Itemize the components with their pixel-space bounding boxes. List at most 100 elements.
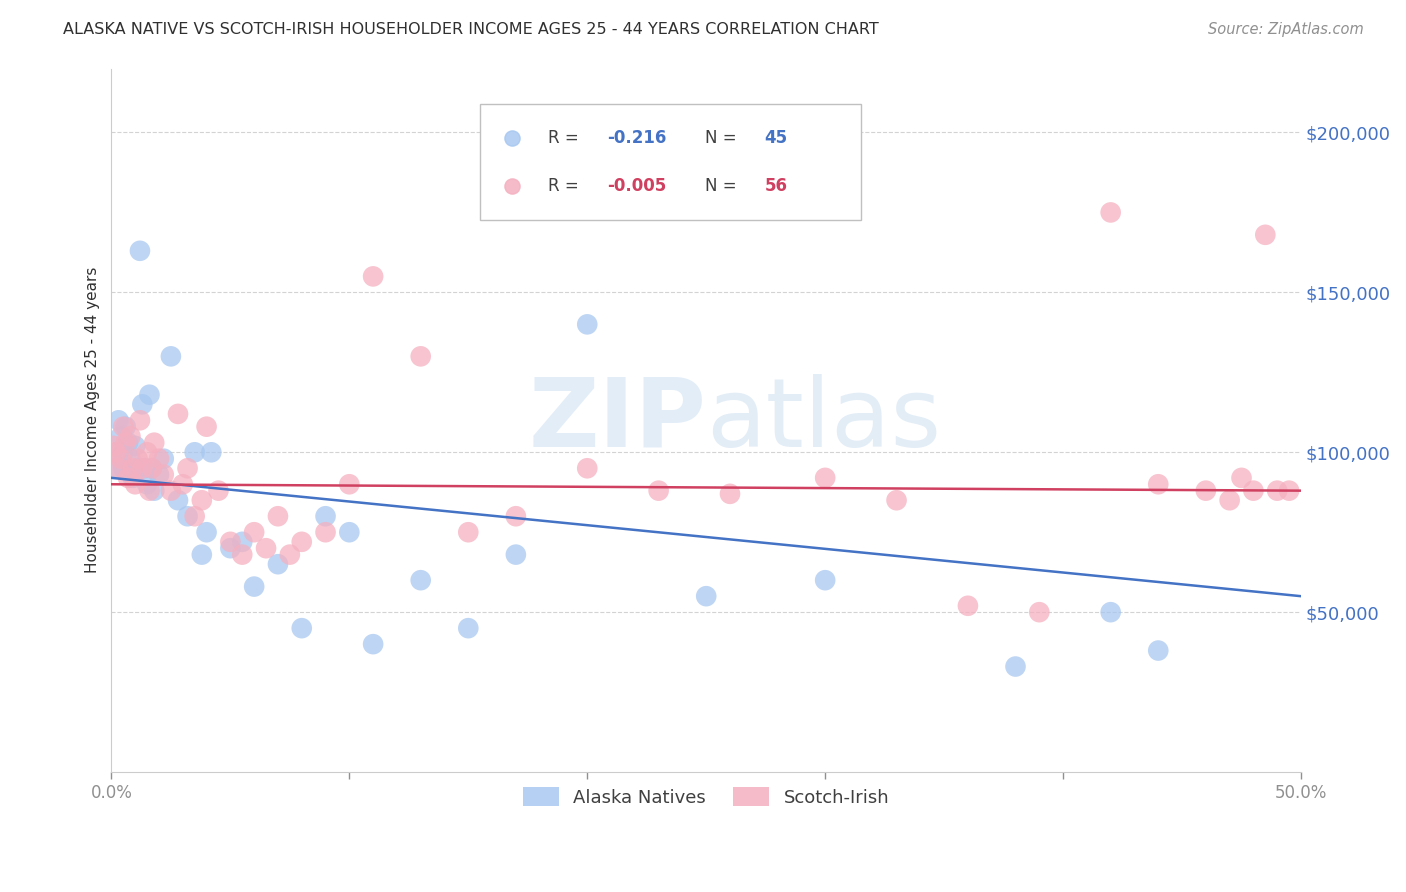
Point	[148, 467, 170, 482]
Point	[315, 525, 337, 540]
Point	[903, 765, 925, 780]
Point	[131, 461, 153, 475]
Point	[105, 445, 128, 459]
Point	[141, 461, 163, 475]
Point	[117, 471, 139, 485]
Point	[219, 541, 242, 556]
Point	[129, 244, 152, 258]
Point	[114, 419, 136, 434]
Point	[457, 621, 479, 635]
Point	[1254, 227, 1277, 242]
Point	[117, 435, 139, 450]
Text: atlas: atlas	[706, 374, 942, 467]
FancyBboxPatch shape	[481, 103, 860, 219]
Point	[127, 451, 149, 466]
Point	[176, 509, 198, 524]
Point	[152, 451, 174, 466]
Point	[231, 548, 253, 562]
Point	[337, 477, 360, 491]
Point	[814, 573, 837, 587]
Point	[1147, 477, 1170, 491]
Point	[956, 599, 979, 613]
Point	[136, 477, 159, 491]
Point	[129, 413, 152, 427]
Point	[647, 483, 669, 498]
Point	[903, 765, 925, 780]
Text: 45: 45	[765, 128, 787, 147]
Point	[183, 445, 205, 459]
Point	[207, 483, 229, 498]
Text: Source: ZipAtlas.com: Source: ZipAtlas.com	[1208, 22, 1364, 37]
Point	[576, 461, 599, 475]
Point	[138, 388, 160, 402]
Point	[191, 493, 214, 508]
Point	[152, 467, 174, 482]
Point	[134, 461, 156, 475]
Point	[138, 483, 160, 498]
Point	[291, 534, 314, 549]
Point	[131, 397, 153, 411]
Point	[231, 534, 253, 549]
Text: 56: 56	[765, 177, 787, 194]
Point	[136, 445, 159, 459]
Point	[107, 461, 129, 475]
Point	[105, 445, 128, 459]
Point	[160, 483, 183, 498]
Text: N =: N =	[704, 128, 742, 147]
Point	[107, 413, 129, 427]
Point	[148, 451, 170, 466]
Point	[409, 573, 432, 587]
Point	[315, 509, 337, 524]
Point	[243, 580, 266, 594]
Point	[718, 487, 741, 501]
Text: R =: R =	[548, 177, 583, 194]
Point	[160, 349, 183, 363]
Point	[114, 435, 136, 450]
Point	[361, 637, 384, 651]
Point	[361, 269, 384, 284]
Point	[121, 471, 143, 485]
Y-axis label: Householder Income Ages 25 - 44 years: Householder Income Ages 25 - 44 years	[86, 267, 100, 574]
Point	[1147, 643, 1170, 657]
Point	[886, 493, 908, 508]
Point	[112, 461, 135, 475]
Point	[167, 493, 190, 508]
Point	[191, 548, 214, 562]
Point	[112, 419, 135, 434]
Point	[195, 419, 218, 434]
Point	[143, 435, 166, 450]
Point	[1241, 483, 1264, 498]
Text: -0.005: -0.005	[607, 177, 666, 194]
Text: -0.216: -0.216	[607, 128, 666, 147]
Point	[1219, 493, 1241, 508]
Text: ZIP: ZIP	[529, 374, 706, 467]
Point	[409, 349, 432, 363]
Point	[127, 461, 149, 475]
Point	[243, 525, 266, 540]
Point	[200, 445, 222, 459]
Text: ALASKA NATIVE VS SCOTCH-IRISH HOUSEHOLDER INCOME AGES 25 - 44 YEARS CORRELATION : ALASKA NATIVE VS SCOTCH-IRISH HOUSEHOLDE…	[63, 22, 879, 37]
Point	[143, 483, 166, 498]
Point	[1004, 659, 1026, 673]
Point	[124, 439, 146, 453]
Point	[120, 451, 142, 466]
Point	[457, 525, 479, 540]
Point	[291, 621, 314, 635]
Point	[1099, 605, 1122, 619]
Point	[110, 451, 132, 466]
Point	[576, 318, 599, 332]
Point	[695, 589, 717, 603]
Point	[1230, 471, 1253, 485]
Point	[195, 525, 218, 540]
Point	[167, 407, 190, 421]
Point	[103, 461, 125, 475]
Point	[1099, 205, 1122, 219]
Point	[176, 461, 198, 475]
Text: N =: N =	[704, 177, 742, 194]
Text: R =: R =	[548, 128, 583, 147]
Point	[172, 477, 194, 491]
Point	[219, 534, 242, 549]
Point	[1028, 605, 1050, 619]
Point	[1195, 483, 1218, 498]
Legend: Alaska Natives, Scotch-Irish: Alaska Natives, Scotch-Irish	[515, 779, 898, 816]
